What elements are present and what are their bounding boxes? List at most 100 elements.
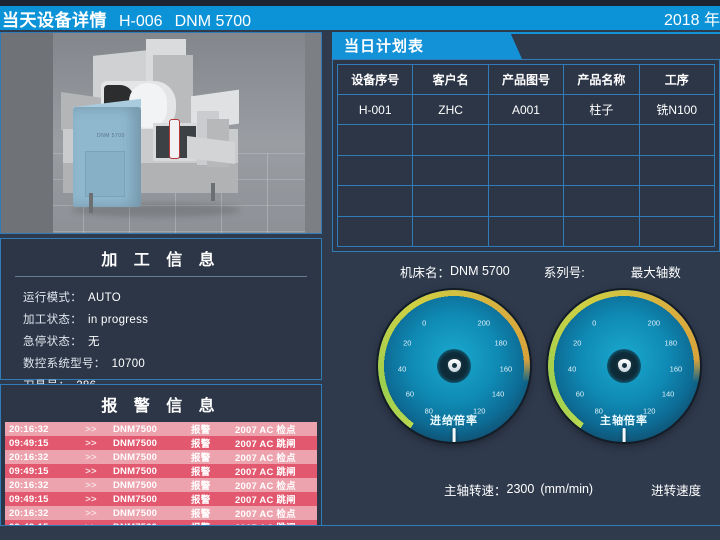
table-cell (487, 215, 565, 248)
gauge-hub (617, 359, 631, 372)
alarm-type: 报警 (191, 481, 211, 492)
table-cell: ZHC (412, 93, 489, 126)
gauge-label: 主轴倍率 (600, 415, 648, 427)
table-header-row: 设备序号 客户名 产品图号 产品名称 工序 (336, 64, 716, 95)
alarm-device: DNM7500 (113, 437, 158, 449)
alarm-arrow-icon: >> (85, 465, 97, 477)
alarm-info-panel: 报 警 信 息 20:16:32 >> DNM7500 报警 2007 AC 检点 09:… (0, 384, 322, 534)
alarm-row[interactable]: 09:49:15 >> DNM7500 报警 2007 AC 跳闸 (5, 464, 317, 478)
machine-meta-line: 机床名： DNM 5700 系列号: 最大轴数 (332, 260, 720, 282)
machine-leg-left (89, 193, 93, 213)
alarm-info-title: 报 警 信 息 (101, 398, 221, 415)
gauge-tick-label: 160 (669, 364, 683, 374)
table-cell: A001 (487, 93, 565, 126)
right-column: 当日计划表 设备序号 客户名 产品图号 产品名称 工序 H-001 ZHC A001 柱子 铣N… (326, 32, 720, 532)
alarm-list[interactable]: 20:16:32 >> DNM7500 报警 2007 AC 检点 09:49:15 >> D… (5, 422, 317, 534)
alarm-arrow-icon: >> (85, 507, 97, 519)
alarm-time: 20:16:32 (9, 507, 49, 519)
render-left-wall (1, 33, 53, 233)
table-column-header: 工序 (638, 64, 716, 95)
alarm-arrow-icon: >> (85, 479, 97, 491)
table-column-header: 客户名 (412, 64, 489, 95)
table-row[interactable] (336, 185, 716, 217)
alarm-code: 2007 AC 跳闸 (235, 439, 296, 450)
bottom-divider (0, 525, 720, 526)
spindle-speed-unit: (mm/min) (540, 482, 594, 496)
alarm-device: DNM7500 (113, 479, 158, 491)
gauge-tick-label: 200 (477, 318, 491, 328)
alarm-device: DNM7500 (113, 507, 158, 519)
table-cell (487, 124, 565, 156)
alarm-row[interactable]: 20:16:32 >> DNM7500 报警 2007 AC 检点 (5, 422, 317, 436)
tab-daily-plan[interactable]: 当日计划表 (332, 32, 522, 59)
machine-axis-label: 最大轴数 (630, 265, 681, 280)
machining-info-row: 运行模式： AUTO (1, 286, 321, 308)
table-row[interactable] (336, 215, 716, 248)
table-cell (412, 215, 489, 248)
table-row[interactable] (336, 154, 716, 187)
table-column-header: 产品图号 (487, 64, 565, 95)
gauge-tick-label: 100 (617, 413, 631, 423)
table-cell (336, 185, 414, 217)
feed-speed-label: 进转速度 (651, 483, 702, 498)
table-cell (336, 154, 414, 187)
gauge-tick-label: 140 (661, 389, 675, 399)
table-cell (487, 185, 565, 217)
alarm-row[interactable]: 20:16:32 >> DNM7500 报警 2007 AC 检点 (5, 506, 317, 520)
app-header: 当天设备详情 H-006 DNM 5700 2018 年 (0, 6, 720, 30)
alarm-row[interactable]: 09:49:15 >> DNM7500 报警 2007 AC 跳闸 (5, 436, 317, 450)
gauge-tick-label: 120 (642, 406, 656, 416)
machining-info-label: 数控系统型号： (23, 358, 106, 370)
table-row[interactable] (336, 124, 716, 156)
daily-plan-thead: 设备序号 客户名 产品图号 产品名称 工序 (336, 64, 716, 95)
machine-name-value: DNM 5700 (450, 264, 510, 278)
table-row[interactable]: H-001 ZHC A001 柱子 铣N100 (336, 93, 716, 126)
gauge-face: 0 20 40 60 80 100 120 140 160 180 200 主轴倍率 (548, 290, 700, 442)
gauges-area: 0 20 40 60 80 100 120 140 160 180 200 进给倍率 0 20 40 60… (326, 290, 720, 470)
table-cell: H-001 (336, 93, 414, 126)
gauge-tick-label: 200 (647, 318, 661, 328)
alarm-arrow-icon: >> (85, 493, 97, 505)
table-cell: 柱子 (563, 93, 640, 126)
gauge-spindle-override: 0 20 40 60 80 100 120 140 160 180 200 主轴倍率 (548, 290, 700, 442)
gauge-tick-label: 20 (573, 338, 582, 348)
machining-info-value: 10700 (111, 358, 146, 370)
left-column: DNM 5700 加 工 信 息 运行模式： AUTO 加工状态： in progre… (0, 32, 322, 534)
page-title: 当天设备详情 (2, 10, 107, 30)
gauge-needle (622, 428, 626, 442)
machine-cabinet-badge: DNM 5700 (97, 133, 125, 139)
table-cell (563, 185, 640, 217)
top-dark-strip (0, 0, 720, 6)
table-cell (412, 154, 489, 187)
alarm-code: 2007 AC 跳闸 (235, 495, 296, 506)
machine-name-label: 机床名： (400, 265, 451, 280)
gauge-face: 0 20 40 60 80 100 120 140 160 180 200 进给倍率 (378, 290, 530, 442)
gauge-tick-label: 40 (567, 364, 577, 374)
alarm-row[interactable]: 09:49:15 >> DNM7500 报警 2007 AC 跳闸 (5, 492, 317, 506)
machining-info-value: AUTO (88, 292, 121, 304)
table-cell (412, 124, 489, 156)
alarm-row[interactable]: 20:16:32 >> DNM7500 报警 2007 AC 检点 (5, 450, 317, 464)
machining-info-value: 无 (88, 336, 100, 348)
alarm-code: 2007 AC 检点 (235, 481, 296, 492)
machining-info-label: 加工状态： (23, 314, 82, 326)
machining-info-value: in progress (88, 314, 149, 326)
gauge-tick-label: 160 (499, 364, 513, 374)
alarm-code: 2007 AC 跳闸 (235, 467, 296, 478)
gauge-feed-override: 0 20 40 60 80 100 120 140 160 180 200 进给倍率 (378, 290, 530, 442)
daily-plan-table-wrap: 设备序号 客户名 产品图号 产品名称 工序 H-001 ZHC A001 柱子 铣N100 (332, 59, 720, 252)
gauge-tick-label: 80 (424, 406, 433, 416)
table-cell: 铣N100 (638, 93, 716, 126)
alarm-arrow-icon: >> (85, 437, 97, 449)
equipment-code: H-006 (119, 12, 163, 30)
machine-cabinet-door (85, 151, 125, 197)
table-cell (563, 124, 640, 156)
machining-info-label: 运行模式： (23, 292, 82, 304)
alarm-row[interactable]: 20:16:32 >> DNM7500 报警 2007 AC 检点 (5, 478, 317, 492)
gauge-tick-label: 0 (422, 318, 427, 328)
alarm-arrow-icon: >> (85, 423, 97, 435)
alarm-time: 20:16:32 (9, 451, 49, 463)
alarm-arrow-icon: >> (85, 451, 97, 463)
table-cell (638, 215, 716, 248)
gauge-label: 进给倍率 (430, 415, 478, 427)
